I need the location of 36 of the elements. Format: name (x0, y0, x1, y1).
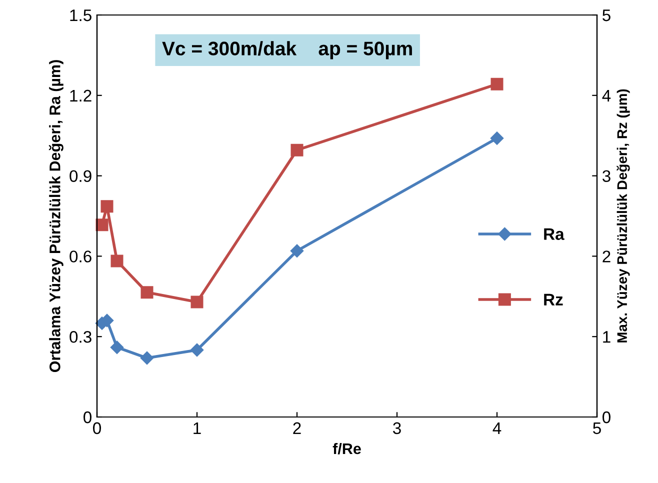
x-tick-label: 2 (293, 422, 301, 434)
y2-tick-label: 3 (602, 170, 610, 182)
point (140, 286, 154, 299)
y2-tick-label: 2 (602, 250, 610, 262)
point (190, 296, 204, 308)
legend-label: Rz (544, 294, 563, 306)
y2-tick-label: 0 (602, 411, 610, 424)
point (100, 200, 114, 213)
point (110, 340, 124, 354)
y-axis-title: Ortalama Yüzey Pürüzlülük Değeri, Ra (µm) (48, 60, 64, 372)
point (490, 78, 504, 90)
y2-tick-label: 1 (603, 331, 610, 343)
y-tick-label: 0.9 (70, 170, 92, 182)
point (140, 351, 154, 365)
x-tick-label: 5 (593, 422, 601, 434)
annotation: Vc = 300m/dak ap = 50µm (162, 41, 412, 60)
x-tick-label: 1 (194, 422, 201, 434)
legend-label: Ra (544, 228, 564, 240)
y2-tick-label: 5 (602, 10, 610, 22)
y-tick-label: 1.5 (70, 10, 92, 22)
point (110, 254, 124, 268)
y2-axis-title: Max. Yüzey Pürüzlülük Değeri, Rz (µm) (616, 89, 630, 342)
y-tick-label: 0.6 (70, 250, 92, 262)
x-axis-title: f/Re (332, 442, 361, 454)
y-tick-label: 0.3 (70, 331, 92, 343)
y2-tick-label: 4 (602, 90, 611, 102)
point (190, 343, 204, 357)
point (96, 218, 108, 232)
x-tick-label: 3 (393, 422, 401, 434)
y-tick-label: 0 (84, 411, 92, 424)
x-tick-label: 0 (93, 422, 101, 434)
point (290, 144, 304, 156)
point (490, 132, 504, 145)
point (290, 244, 304, 258)
y-tick-label: 1.2 (70, 90, 92, 102)
x-tick-label: 4 (492, 422, 502, 434)
